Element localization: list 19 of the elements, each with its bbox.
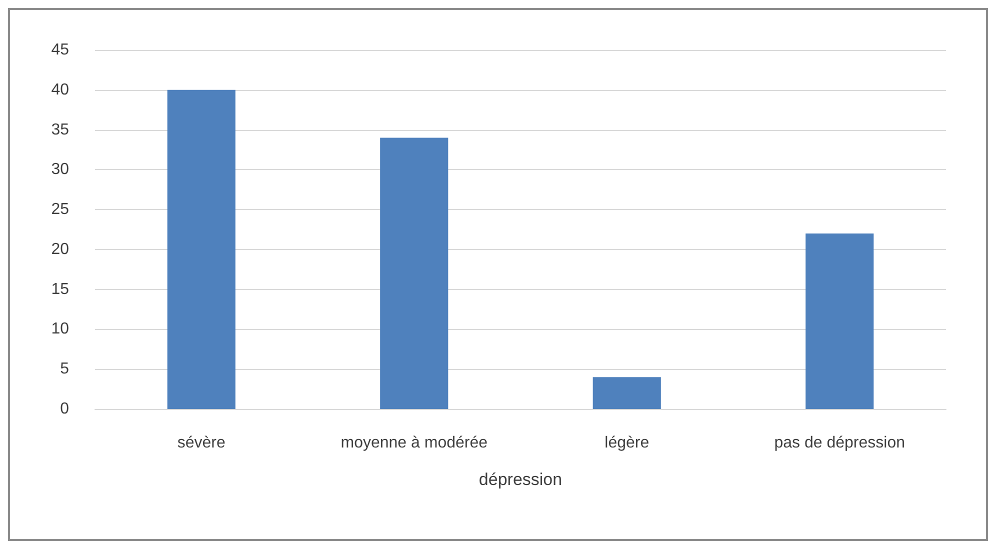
y-tick-label: 45 — [51, 42, 70, 58]
y-tick-label: 25 — [51, 201, 70, 218]
y-tick-label: 40 — [51, 81, 70, 98]
x-tick-label: pas de dépression — [774, 434, 906, 452]
y-tick-label: 10 — [51, 320, 70, 338]
bar — [806, 233, 874, 409]
x-tick-label: légère — [604, 434, 650, 452]
x-axis-title: dépression — [478, 470, 562, 489]
y-tick-label: 20 — [51, 240, 70, 258]
y-tick-label: 15 — [51, 280, 70, 298]
bar — [592, 377, 661, 409]
bar — [167, 90, 236, 409]
bar — [380, 138, 448, 409]
x-tick-label: sévère — [177, 434, 226, 452]
y-tick-label: 0 — [60, 400, 70, 418]
y-tick-label: 35 — [51, 121, 70, 138]
y-tick-label: 5 — [60, 360, 70, 378]
x-tick-label: moyenne à modérée — [340, 434, 488, 452]
y-tick-label: 30 — [51, 161, 70, 178]
